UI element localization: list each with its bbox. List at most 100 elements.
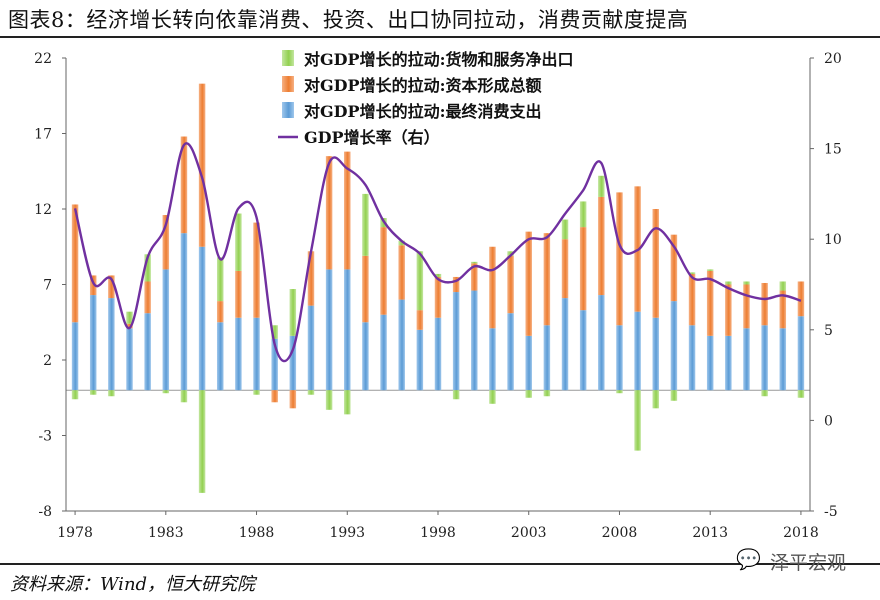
bar-1993 xyxy=(344,269,351,391)
legend-label: 对GDP增长的拉动:资本形成总额 xyxy=(304,76,541,95)
bar-1986 xyxy=(216,322,224,391)
bar-1999 xyxy=(452,276,460,293)
bar-2017 xyxy=(779,328,787,391)
bar-2011 xyxy=(670,301,678,391)
bar-1984 xyxy=(180,390,188,403)
bar-1980 xyxy=(108,390,115,397)
watermark: 💬 泽平宏观 xyxy=(736,547,846,575)
bar-1982 xyxy=(144,281,151,314)
bar-2002 xyxy=(507,255,514,314)
bar-2007 xyxy=(598,175,605,197)
left-tick-label: -8 xyxy=(38,504,52,520)
bar-2012 xyxy=(688,273,696,326)
bar-1997 xyxy=(416,329,424,391)
bar-2015 xyxy=(743,284,750,329)
bar-1979 xyxy=(89,295,97,391)
bar-1994 xyxy=(362,193,369,256)
bar-2010 xyxy=(652,209,660,318)
x-tick-label: 2013 xyxy=(692,525,728,541)
bar-1978 xyxy=(71,204,79,323)
bar-1983 xyxy=(162,215,170,270)
bar-1998 xyxy=(434,276,442,318)
right-tick-label: 20 xyxy=(824,51,842,67)
bar-2014 xyxy=(725,335,732,391)
bar-2007 xyxy=(598,196,605,296)
bar-1980 xyxy=(108,275,115,299)
bar-1985 xyxy=(198,83,206,247)
right-tick-label: 0 xyxy=(824,413,833,429)
left-tick-label: -3 xyxy=(38,429,52,445)
bar-1990 xyxy=(289,390,297,409)
bar-2003 xyxy=(525,390,532,398)
bar-1991 xyxy=(307,305,315,391)
bar-1991 xyxy=(307,251,315,306)
bar-1988 xyxy=(253,317,260,391)
line-layer xyxy=(73,142,802,363)
bar-2012 xyxy=(688,325,696,391)
bar-1993 xyxy=(344,390,351,415)
x-tick-label: 1983 xyxy=(148,525,184,541)
bar-2000 xyxy=(471,263,478,291)
left-tick-label: 2 xyxy=(43,353,52,369)
bar-2008 xyxy=(616,192,623,326)
bar-2018 xyxy=(797,316,805,391)
bar-2001 xyxy=(489,390,496,404)
bar-1987 xyxy=(235,213,242,271)
bar-1985 xyxy=(198,246,206,391)
left-tick-label: 7 xyxy=(43,278,52,294)
bar-2014 xyxy=(725,284,732,336)
bar-1989 xyxy=(271,325,278,339)
bar-1991 xyxy=(307,390,315,395)
bar-2013 xyxy=(706,270,714,336)
wechat-icon: 💬 xyxy=(735,547,761,571)
left-tick-label: 17 xyxy=(34,127,52,143)
bar-1987 xyxy=(235,317,242,391)
chart-title: 图表8：经济增长转向依靠消费、投资、出口协同拉动，消费贡献度提高 xyxy=(8,8,689,32)
bar-2011 xyxy=(670,234,678,302)
bar-1984 xyxy=(180,136,188,234)
bar-1998 xyxy=(434,273,442,277)
bar-2010 xyxy=(652,390,660,409)
bar-1978 xyxy=(71,390,79,400)
bar-2013 xyxy=(706,269,714,271)
bar-2007 xyxy=(598,295,605,391)
bar-2011 xyxy=(670,390,678,401)
bar-1993 xyxy=(344,151,351,270)
bar-2018 xyxy=(797,390,805,398)
left-tick-label: 12 xyxy=(34,202,52,218)
bar-2002 xyxy=(507,313,514,391)
bar-2010 xyxy=(652,317,660,391)
bar-1999 xyxy=(452,292,460,391)
title-divider xyxy=(0,36,880,38)
bar-2004 xyxy=(543,390,551,397)
bar-2000 xyxy=(471,261,478,264)
bar-2009 xyxy=(634,311,641,391)
bar-1981 xyxy=(126,311,133,324)
bar-2017 xyxy=(779,281,787,291)
bar-1986 xyxy=(216,301,224,323)
bar-1994 xyxy=(362,255,369,323)
bar-1989 xyxy=(271,390,278,403)
bar-1990 xyxy=(289,289,297,336)
bar-2004 xyxy=(543,325,551,391)
bar-1992 xyxy=(325,390,333,410)
bar-2016 xyxy=(761,390,768,397)
bar-2009 xyxy=(634,390,641,451)
bar-1985 xyxy=(198,390,206,493)
bar-2008 xyxy=(616,325,623,391)
bar-2015 xyxy=(743,328,750,391)
bar-2015 xyxy=(743,281,750,285)
x-tick-label: 1978 xyxy=(57,525,93,541)
right-tick-label: 15 xyxy=(824,142,842,158)
bar-1996 xyxy=(398,299,405,391)
legend-label: 对GDP增长的拉动:货物和服务净出口 xyxy=(304,50,573,69)
bar-2008 xyxy=(616,390,623,394)
bar-1992 xyxy=(325,156,333,270)
bar-1995 xyxy=(380,227,387,315)
bar-1979 xyxy=(89,275,97,296)
bar-1982 xyxy=(144,313,151,391)
bar-2005 xyxy=(561,239,569,299)
bar-1987 xyxy=(235,270,242,318)
bar-2016 xyxy=(761,325,768,391)
bar-1996 xyxy=(398,240,405,246)
